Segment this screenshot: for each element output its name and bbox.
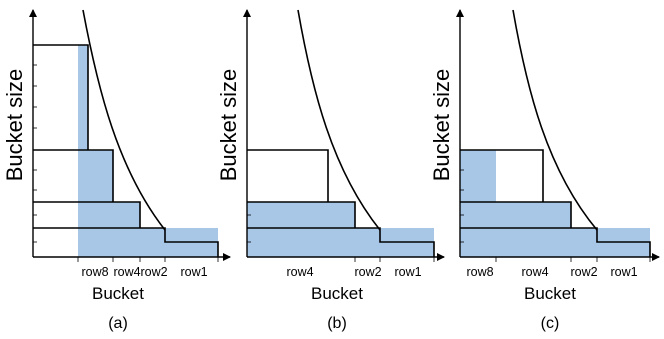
y-ticks: [33, 64, 37, 243]
row1-bucket-outline: [33, 227, 219, 257]
row1-bucket-outline: [460, 227, 651, 257]
tick-label-row2: row2: [140, 265, 167, 279]
row8-bucket-outline: [247, 149, 329, 202]
row8-bucket-outline: [33, 44, 89, 150]
y-ticks: [460, 169, 464, 243]
tick-label-row4: row4: [113, 265, 140, 279]
tick-label-row2: row2: [354, 265, 381, 279]
row4-bucket-outline: [247, 201, 356, 228]
row4-bucket-outline: [460, 201, 572, 228]
x-ticks: [495, 257, 651, 262]
panel-caption: (c): [541, 315, 560, 332]
panel-caption: (a): [108, 315, 128, 332]
tick-label-row2: row2: [570, 265, 597, 279]
y-axis-label: Bucket size: [216, 69, 241, 182]
x-ticks: [77, 257, 219, 262]
tick-label-row1: row1: [610, 265, 637, 279]
tick-label-row1: row1: [394, 265, 421, 279]
x-axis-label: Bucket: [311, 284, 363, 303]
x-axis-label: Bucket: [524, 284, 576, 303]
x-axis-label: Bucket: [92, 284, 144, 303]
panel-a: row8 row4 row2 row1 Bucket size Bucket (…: [2, 9, 231, 332]
row4-bucket-outline: [33, 149, 114, 202]
tick-label-row4: row4: [521, 265, 548, 279]
tick-label-row8: row8: [466, 265, 493, 279]
y-axis-label: Bucket size: [2, 69, 27, 182]
tick-label-row1: row1: [180, 265, 207, 279]
tick-label-row4: row4: [286, 265, 313, 279]
row8-bucket-outline: [460, 149, 544, 202]
x-ticks: [354, 257, 435, 262]
decay-curve: [82, 9, 166, 231]
y-axis-label: Bucket size: [429, 69, 454, 182]
decay-curve: [297, 9, 381, 231]
tick-label-row8: row8: [81, 265, 108, 279]
panel-c: row8 row4 row2 row1 Bucket size Bucket (…: [429, 9, 660, 332]
panel-caption: (b): [327, 315, 347, 332]
row2-bucket-outline: [33, 201, 141, 228]
decay-curve: [512, 9, 598, 231]
row1-bucket-outline: [247, 227, 435, 257]
panel-b: row4 row2 row1 Bucket size Bucket (b): [216, 9, 445, 332]
